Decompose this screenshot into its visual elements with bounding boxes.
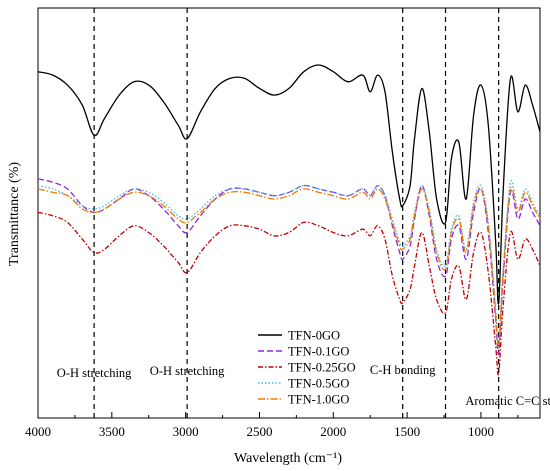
annotations: O-H stretching O-H stretching C-H bonding A… bbox=[57, 363, 550, 408]
x-tick-label-4: 2000 bbox=[320, 424, 346, 439]
x-tick-label-5: 1500 bbox=[394, 424, 420, 439]
annotation-3: Aromatic C=C stretching bbox=[465, 394, 550, 408]
y-axis-label: Transmittance (%) bbox=[7, 162, 22, 266]
series-line-0 bbox=[37, 64, 541, 305]
legend-label-4: TFN-1.0GO bbox=[288, 393, 349, 407]
annotation-2: C-H bonding bbox=[370, 363, 436, 377]
x-tick-label-2: 3000 bbox=[173, 424, 199, 439]
series-line-4 bbox=[37, 186, 541, 349]
legend-label-2: TFN-0.25GO bbox=[288, 361, 356, 375]
legend-label-0: TFN-0GO bbox=[288, 329, 340, 343]
legend-label-1: TFN-0.1GO bbox=[288, 345, 349, 359]
x-tick-label-3: 2500 bbox=[246, 424, 272, 439]
axes: 4000 3500 3000 2500 2000 1500 1000 bbox=[25, 412, 519, 439]
x-tick-label-1: 3500 bbox=[99, 424, 125, 439]
legend: TFN-0GO TFN-0.1GO TFN-0.25GO TFN-0.5GO TFN-1… bbox=[258, 329, 356, 407]
x-tick-label-6: 1000 bbox=[468, 424, 494, 439]
series-line-2 bbox=[37, 211, 541, 376]
x-axis-label: Wavelength (cm⁻¹) bbox=[234, 451, 342, 466]
legend-label-3: TFN-0.5GO bbox=[288, 377, 349, 391]
annotation-0: O-H stretching bbox=[57, 366, 132, 380]
series-lines bbox=[37, 64, 541, 376]
series-line-3 bbox=[37, 179, 541, 346]
annotation-1: O-H stretching bbox=[150, 364, 225, 378]
x-tick-label-0: 4000 bbox=[25, 424, 51, 439]
